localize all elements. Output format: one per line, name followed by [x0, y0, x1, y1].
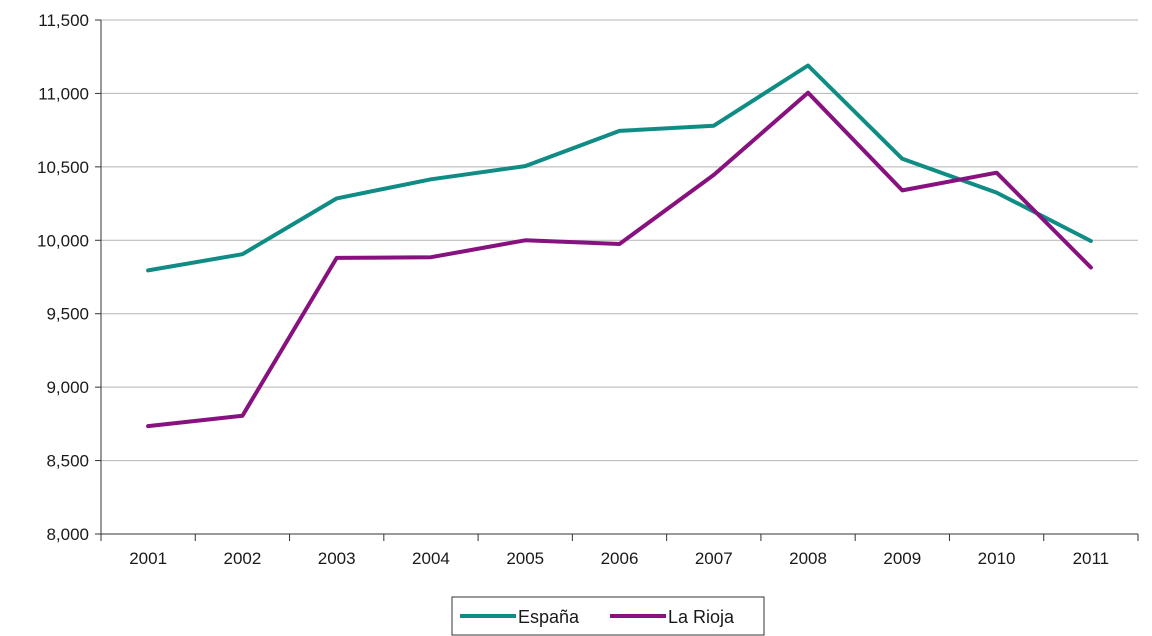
series-lines [146, 63, 1093, 429]
legend-label: España [518, 607, 580, 627]
x-tick-label: 2009 [883, 549, 921, 568]
x-tick-label: 2005 [506, 549, 544, 568]
x-tick-label: 2002 [223, 549, 261, 568]
x-tick-label: 2001 [129, 549, 167, 568]
legend: España La Rioja [451, 596, 765, 636]
gridlines [101, 19, 1138, 462]
y-tick-label: 9,500 [46, 305, 89, 324]
y-tick-label: 8,500 [46, 452, 89, 471]
y-tick-label: 11,000 [38, 84, 89, 103]
x-tick-label: 2003 [318, 549, 356, 568]
y-tick-label: 10,000 [37, 231, 89, 250]
x-tick-label: 2004 [412, 549, 450, 568]
x-tick-label: 2007 [695, 549, 733, 568]
axes: 8,000 8,500 9,000 9,500 10,000 10,500 11,000 11… [37, 11, 1139, 568]
x-tick-label: 2010 [978, 549, 1016, 568]
y-tick-label: 8,000 [46, 525, 89, 544]
series-line-la-rioja [146, 90, 1093, 429]
x-tick-label: 2011 [1073, 549, 1110, 568]
x-tick-label: 2006 [601, 549, 639, 568]
y-tick-label: 10,500 [37, 158, 89, 177]
legend-label: La Rioja [668, 607, 735, 627]
y-tick-label: 9,000 [46, 378, 89, 397]
x-tick-label: 2008 [789, 549, 827, 568]
y-tick-label: 11,500 [38, 11, 89, 30]
series-line-espa-a [146, 63, 1093, 273]
